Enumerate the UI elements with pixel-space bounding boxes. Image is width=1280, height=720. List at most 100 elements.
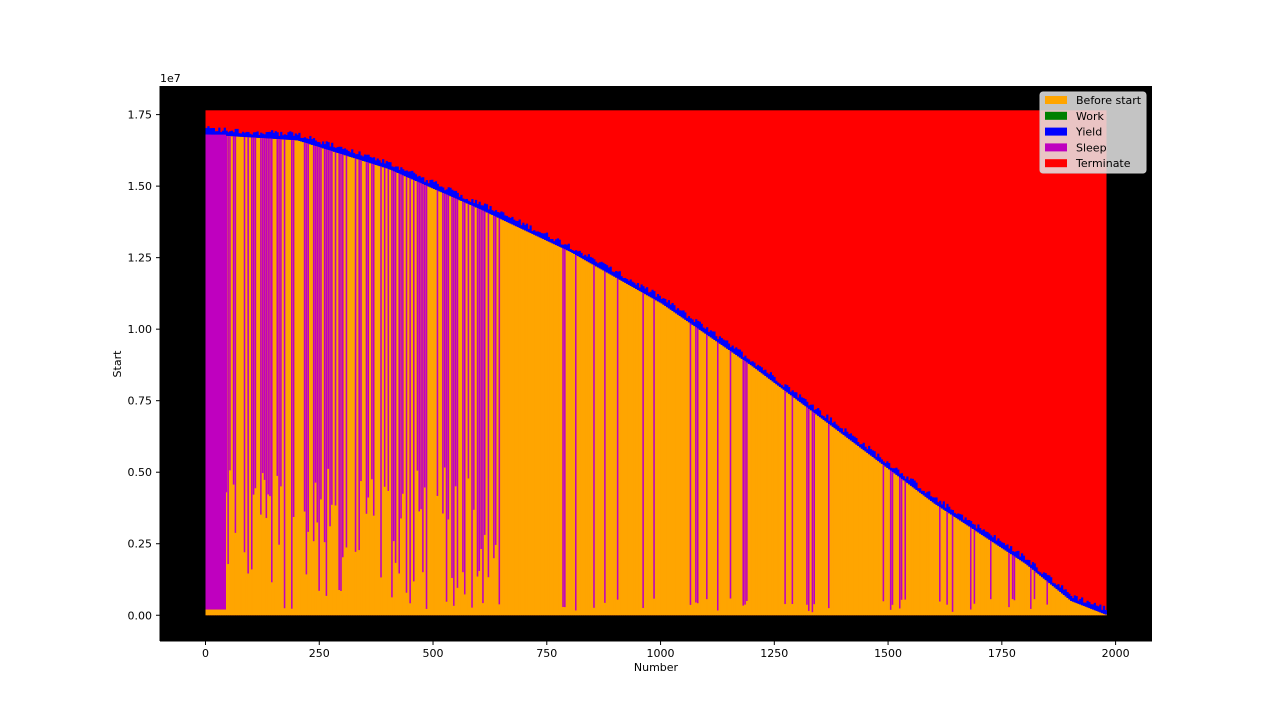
bar-yield (329, 146, 332, 151)
bar-yield (635, 284, 638, 290)
bar-before-start (332, 151, 336, 616)
bar-yield (469, 201, 472, 206)
bar-yield (533, 230, 536, 235)
bar-before-start (797, 400, 800, 616)
bar-sleep (269, 138, 271, 497)
bar-yield (411, 170, 414, 180)
bar-before-start (605, 272, 609, 616)
bar-yield (460, 194, 463, 202)
bar-yield (722, 339, 725, 347)
bar-before-start (655, 300, 658, 616)
bar-before-start (591, 264, 594, 616)
bar-before-start (795, 399, 798, 616)
bar-yield (245, 131, 248, 138)
bar-before-start (403, 176, 407, 616)
bar-sleep (456, 199, 459, 588)
bar-yield (571, 249, 574, 253)
bar-sleep (323, 148, 326, 543)
y-offset-label: 1e7 (160, 72, 181, 85)
bar-yield (969, 521, 973, 528)
bar-before-start (968, 526, 971, 616)
bar-sleep (695, 327, 697, 603)
bar-sleep (882, 465, 885, 602)
bar-yield (684, 312, 687, 320)
bar-before-start (964, 524, 967, 616)
bar-yield (214, 131, 217, 136)
bar-before-start (735, 355, 738, 616)
bar-yield (1081, 597, 1084, 606)
bar-yield (513, 219, 516, 226)
legend-label: Sleep (1076, 141, 1107, 154)
bar-before-start (908, 484, 911, 616)
bar-yield (855, 437, 858, 445)
bar-before-start (547, 241, 550, 616)
bar-yield (349, 152, 352, 157)
bar-yield (271, 130, 274, 139)
bar-yield (762, 370, 765, 375)
bar-before-start (762, 374, 765, 616)
bar-before-start (596, 267, 600, 616)
bar-yield (573, 250, 576, 254)
bar-yield (815, 409, 818, 415)
bar-yield (596, 263, 600, 268)
bar-before-start (509, 223, 512, 616)
bar-yield (718, 336, 722, 344)
bar-yield (456, 192, 459, 200)
bar-before-start (786, 392, 789, 616)
bar-before-start (893, 473, 896, 616)
bar-before-start (396, 172, 399, 616)
bar-yield (1059, 587, 1062, 593)
bar-before-start (840, 433, 843, 616)
bar-before-start (707, 336, 711, 616)
bar-yield (1057, 584, 1060, 591)
bar-yield (1102, 605, 1106, 614)
bar-yield (891, 468, 894, 473)
bar-before-start (780, 388, 783, 616)
bar-sleep (383, 167, 386, 487)
bar-before-start (809, 410, 813, 616)
bar-yield (644, 288, 647, 295)
bar-yield (471, 199, 474, 206)
bar-yield (846, 431, 849, 438)
bar-yield (747, 359, 751, 364)
bar-before-start (842, 435, 845, 616)
bar-yield (243, 132, 246, 138)
bar-yield (413, 172, 416, 181)
bar-yield (757, 364, 760, 371)
bar-sleep (400, 174, 402, 519)
bar-before-start (1026, 565, 1029, 616)
bar-before-start (988, 539, 991, 616)
bar-before-start (848, 439, 851, 616)
bar-before-start (529, 233, 532, 616)
bar-before-start (1044, 580, 1047, 616)
bar-yield (593, 259, 596, 266)
bar-yield (822, 416, 825, 420)
bar-yield (405, 170, 408, 177)
bar-yield (367, 154, 370, 163)
bar-yield (831, 422, 834, 427)
bar-yield (864, 446, 867, 452)
legend: Before start Work Yield Sleep Terminate (1039, 91, 1147, 174)
bar-yield (990, 535, 993, 541)
bar-yield (423, 181, 427, 185)
bar-before-start (602, 270, 605, 616)
bar-yield (232, 132, 236, 137)
bar-yield (318, 142, 321, 148)
bar-before-start (258, 137, 261, 616)
bar-before-start (433, 188, 436, 616)
bar-before-start (722, 346, 725, 616)
bar-before-start (875, 459, 878, 616)
bar-before-start (920, 494, 924, 616)
bar-before-start (1075, 603, 1078, 616)
bar-yield (995, 540, 998, 545)
bar-yield (209, 128, 212, 135)
bar-before-start (504, 221, 507, 616)
bar-yield (889, 467, 893, 471)
bar-yield (953, 512, 956, 517)
bar-yield (372, 157, 376, 165)
bar-yield (575, 250, 578, 256)
bar-yield (955, 514, 958, 519)
bar-sleep (483, 211, 486, 535)
bar-yield (919, 488, 922, 493)
bar-yield (642, 286, 645, 294)
